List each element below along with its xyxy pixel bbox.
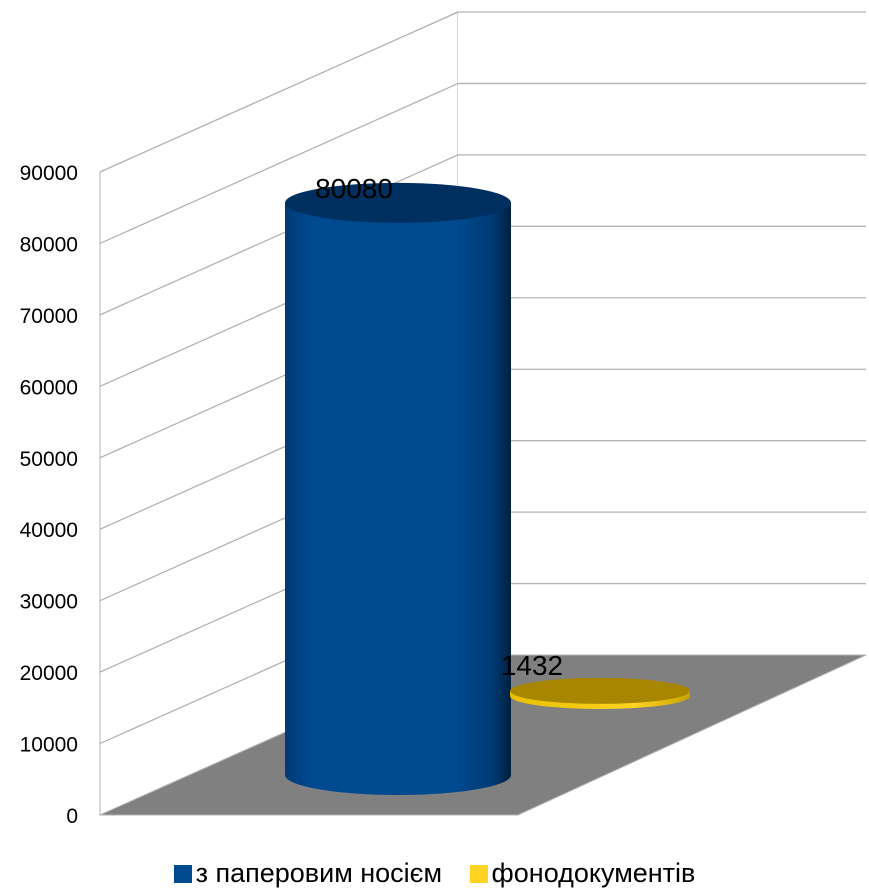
legend-label-paper: з паперовим носієм — [195, 858, 443, 888]
y-axis-ticks: 0 10000 20000 30000 40000 50000 60000 70000 8000… — [20, 162, 78, 828]
back-wall — [458, 12, 866, 655]
legend-swatch-paper — [173, 864, 192, 883]
bar-body — [285, 202, 511, 795]
data-labels: 80080 1432 — [315, 173, 563, 681]
y-tick-label: 0 — [66, 805, 78, 828]
bars — [285, 182, 690, 795]
legend: з паперовим носієм фонодокументів — [0, 858, 869, 890]
gridline-side — [99, 82, 459, 245]
y-tick-label: 30000 — [20, 591, 78, 614]
y-tick-label: 60000 — [20, 376, 78, 399]
legend-item-audio: фонодокументів — [469, 858, 696, 889]
legend-swatch-audio — [469, 864, 488, 883]
y-tick-label: 20000 — [20, 662, 78, 685]
gridline-side — [99, 11, 459, 173]
bar-top — [285, 182, 511, 223]
data-label: 80080 — [315, 173, 393, 204]
data-label: 1432 — [501, 650, 563, 681]
y-tick-label: 50000 — [20, 448, 78, 471]
bar-0 — [285, 182, 511, 795]
legend-label-audio: фонодокументів — [491, 858, 696, 888]
gridline-side — [99, 154, 459, 316]
y-tick-label: 10000 — [20, 734, 78, 757]
bar-1 — [510, 677, 690, 709]
y-tick-label: 40000 — [20, 519, 78, 542]
y-tick-label: 70000 — [20, 305, 78, 328]
y-tick-label: 90000 — [20, 162, 78, 185]
legend-item-paper: з паперовим носієм — [173, 858, 443, 889]
y-tick-label: 80000 — [20, 233, 78, 256]
bar-top — [510, 677, 690, 704]
